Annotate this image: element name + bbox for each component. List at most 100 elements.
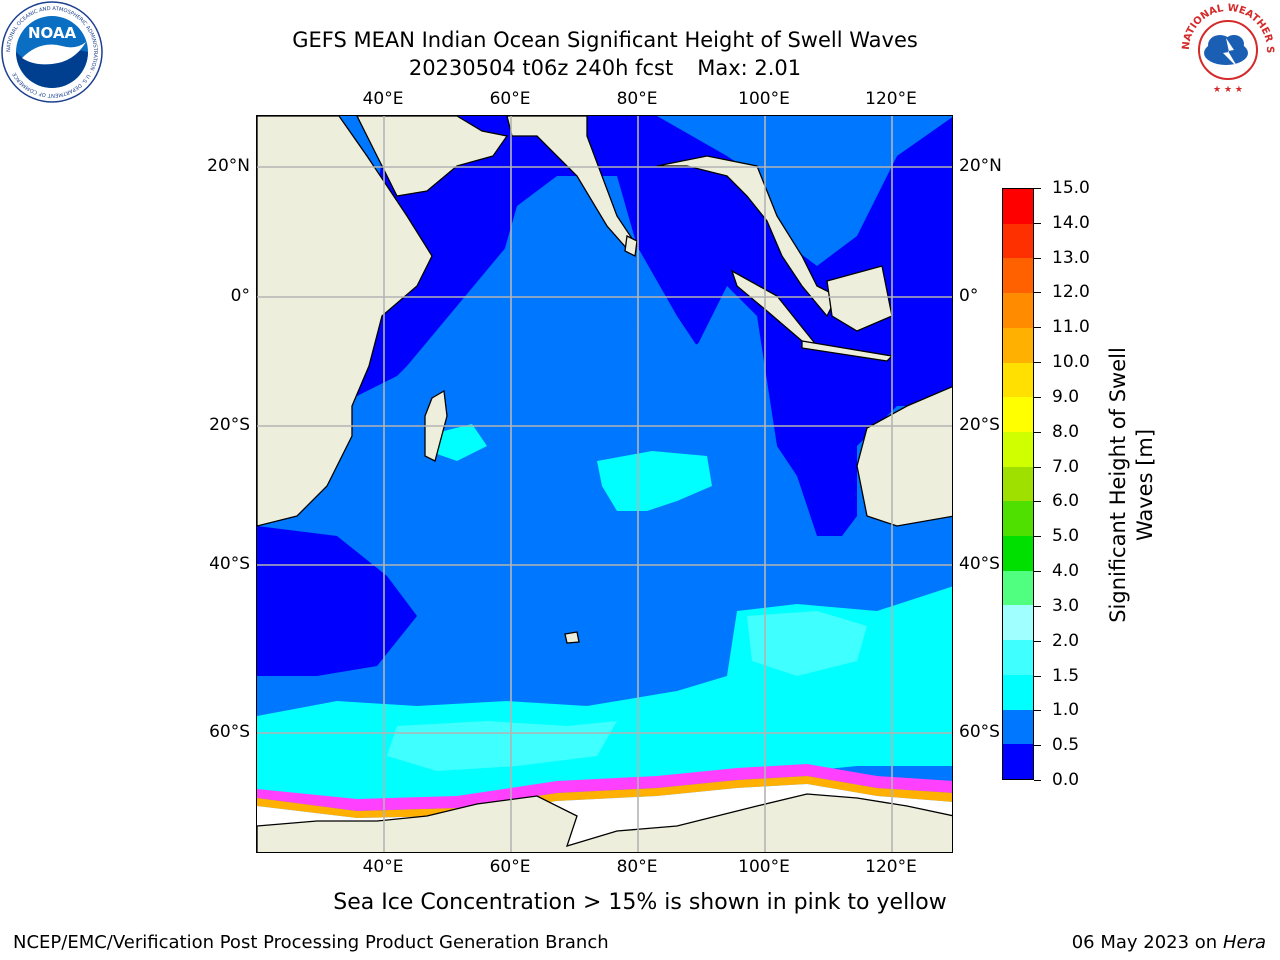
colorbar-tick (1034, 257, 1041, 259)
map-graticule (257, 116, 952, 852)
date-text: 06 May 2023 on (1071, 932, 1218, 953)
colorbar-tick (1034, 222, 1041, 224)
colorbar-tick-label: 8.0 (1052, 421, 1080, 442)
sea-ice-note: Sea Ice Concentration > 15% is shown in … (333, 890, 947, 915)
colorbar-title-line1: Significant Height of Swell (1106, 347, 1130, 623)
lat-label-right-20n: 20°N (959, 156, 1002, 176)
colorbar-tick (1034, 536, 1041, 538)
max-value-label: Max: 2.01 (697, 56, 802, 80)
colorbar-segment (1003, 189, 1033, 224)
lon-label-bottom-80e: 80°E (616, 857, 658, 877)
colorbar-tick-label: 7.0 (1052, 456, 1080, 477)
colorbar-segment (1003, 293, 1033, 328)
colorbar-tick-label: 6.0 (1052, 491, 1080, 512)
colorbar-tick (1034, 605, 1041, 607)
colorbar-segment (1003, 397, 1033, 432)
lon-label-top-120e: 120°E (865, 89, 917, 109)
colorbar-segment (1003, 536, 1033, 571)
lon-label-bottom-120e: 120°E (865, 857, 917, 877)
colorbar-tick-label: 4.0 (1052, 561, 1080, 582)
colorbar-segment (1003, 640, 1033, 675)
colorbar-tick (1034, 466, 1041, 468)
land-indochina (656, 155, 838, 318)
noaa-logo-text: NOAA (28, 24, 77, 42)
lat-label-left-0: 0° (230, 286, 250, 306)
colorbar-segment (1003, 258, 1033, 294)
colorbar-tick-label: 2.0 (1052, 630, 1080, 651)
swell-field-0-0.5-north (297, 116, 952, 536)
colorbar-tick-label: 9.0 (1052, 386, 1080, 407)
colorbar-tick (1034, 640, 1041, 642)
forecast-run-label: 20230504 t06z 240h fcst (408, 56, 674, 80)
colorbar-segment (1003, 327, 1033, 363)
colorbar-tick-label: 0.5 (1052, 735, 1080, 756)
lat-label-left-60s: 60°S (209, 722, 250, 742)
date-stamp: 06 May 2023 on Hera (1072, 932, 1266, 953)
colorbar-title: Significant Height of Swell Waves [m] (1105, 347, 1159, 623)
lat-label-right-40s: 40°S (959, 554, 1000, 574)
swell-field-1.0-1.5-central (597, 451, 712, 511)
colorbar-segment (1003, 674, 1033, 710)
lat-label-right-60s: 60°S (959, 722, 1000, 742)
colorbar-segment (1003, 570, 1033, 606)
credit-text: NCEP/EMC/Verification Post Processing Pr… (13, 932, 609, 953)
lon-label-top-40e: 40°E (362, 89, 404, 109)
colorbar-tick-label: 11.0 (1052, 317, 1090, 338)
colorbar-tick-label: 15.0 (1052, 178, 1090, 198)
lat-label-right-20s: 20°S (959, 415, 1000, 435)
land-masses (257, 116, 952, 852)
noaa-logo: NATIONAL OCEANIC AND ATMOSPHERIC ADMINIS… (1, 1, 103, 103)
map-plot-area (256, 115, 953, 853)
swell-field-1.5-2.0-southeast (747, 611, 867, 676)
lat-label-left-20s: 20°S (209, 415, 250, 435)
svg-text:★ ★ ★: ★ ★ ★ (1213, 85, 1243, 95)
colorbar-segment (1003, 223, 1033, 259)
colorbar-segment (1003, 362, 1033, 398)
colorbar-tick (1034, 710, 1041, 712)
colorbar-tick-label: 0.0 (1052, 770, 1080, 790)
colorbar-tick (1034, 780, 1041, 781)
sea-ice-edge-orange (257, 776, 952, 818)
colorbar-tick-label: 10.0 (1052, 352, 1090, 373)
land-borneo (826, 265, 893, 332)
colorbar-tick (1034, 327, 1041, 329)
lat-label-left-40s: 40°S (209, 554, 250, 574)
colorbar-tick (1034, 396, 1041, 398)
lon-label-bottom-60e: 60°E (489, 857, 531, 877)
colorbar-tick-label: 12.0 (1052, 282, 1090, 303)
colorbar-title-line2: Waves [m] (1133, 428, 1157, 542)
colorbar-segment (1003, 744, 1033, 779)
colorbar-tick (1034, 675, 1041, 677)
swell-height-map (257, 116, 952, 852)
swell-field-0-0.5-southwest (257, 526, 417, 676)
lon-label-bottom-40e: 40°E (362, 857, 404, 877)
land-sri-lanka (624, 235, 638, 257)
colorbar-segment (1003, 605, 1033, 641)
colorbar-tick-label: 1.0 (1052, 700, 1080, 721)
land-java (801, 340, 894, 362)
colorbar-segment (1003, 501, 1033, 537)
colorbar-segment (1003, 431, 1033, 467)
lon-label-bottom-100e: 100°E (738, 857, 790, 877)
map-subtitle: 20230504 t06z 240h fcst Max: 2.01 (0, 55, 1210, 81)
lat-label-right-0: 0° (959, 286, 979, 306)
colorbar-tick (1034, 362, 1041, 364)
colorbar-tick-label: 14.0 (1052, 212, 1090, 233)
colorbar (1002, 188, 1034, 780)
swell-field-0.5-1.0-central (407, 216, 777, 446)
machine-name: Hera (1222, 932, 1266, 953)
colorbar-segment (1003, 466, 1033, 502)
land-antarctica (257, 793, 952, 852)
lon-label-top-100e: 100°E (738, 89, 790, 109)
colorbar-tick (1034, 571, 1041, 573)
land-africa (257, 116, 433, 527)
map-title: GEFS MEAN Indian Ocean Significant Heigh… (292, 28, 918, 52)
colorbar-tick (1034, 292, 1041, 294)
colorbar-tick (1034, 431, 1041, 433)
lat-label-left-20n: 20°N (207, 156, 250, 176)
colorbar-segment (1003, 709, 1033, 745)
colorbar-tick (1034, 501, 1041, 503)
sea-ice-edge-pink (257, 764, 952, 811)
colorbar-tick-label: 5.0 (1052, 526, 1080, 547)
nws-logo: NATIONAL WEATHER SERVICE ★ ★ ★ (1176, 0, 1275, 97)
